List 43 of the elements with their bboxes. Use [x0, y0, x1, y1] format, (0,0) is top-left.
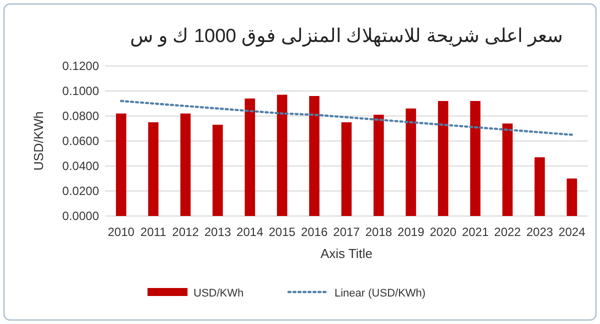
y-tick-label: 0.0200: [62, 184, 100, 198]
y-tick-label: 0.0600: [62, 134, 100, 148]
x-tick-label: 2017: [333, 225, 360, 239]
y-tick-label: 0.0400: [62, 159, 100, 173]
bar: [341, 122, 352, 216]
bar: [374, 114, 384, 216]
y-tick-label: 0.0800: [62, 109, 100, 123]
legend-label: USD/KWh: [194, 288, 244, 300]
y-tick-label: 0.1000: [62, 84, 100, 98]
x-tick-label: 2014: [236, 225, 264, 239]
bar: [470, 101, 480, 216]
bar: [212, 124, 223, 216]
x-tick-label: 2010: [108, 225, 135, 239]
x-axis-title: Axis Title: [320, 246, 373, 261]
x-tick-label: 2023: [526, 225, 554, 239]
x-tick-label: 2022: [494, 225, 522, 239]
bar: [244, 98, 256, 216]
x-tick-label: 2018: [365, 225, 392, 239]
y-tick-label: 0.0000: [62, 209, 100, 223]
bar: [309, 96, 320, 216]
x-tick-label: 2016: [300, 225, 328, 239]
bar: [116, 114, 126, 216]
x-tick-label: 2021: [462, 225, 489, 239]
bar: [180, 114, 191, 216]
bar: [566, 178, 578, 216]
x-tick-label: 2012: [172, 225, 200, 239]
bar: [276, 94, 288, 216]
bar: [406, 108, 416, 216]
x-tick-label: 2020: [430, 225, 457, 239]
x-tick-label: 2013: [204, 225, 232, 239]
x-tick-label: 2019: [398, 225, 425, 239]
x-tick-label: 2024: [558, 225, 586, 239]
bar: [534, 157, 545, 216]
y-axis-title: USD/KWh: [31, 111, 46, 171]
x-tick-label: 2015: [268, 225, 296, 239]
bar: [438, 101, 448, 216]
bar: [502, 124, 513, 216]
x-tick-label: 2011: [140, 225, 167, 239]
chart-title: سعر اعلى شريحة للاستهلاك المنزلى فوق 1000 ك و س: [130, 26, 563, 47]
legend-label: Linear (USD/KWh): [334, 288, 426, 300]
y-tick-label: 0.1200: [62, 59, 100, 73]
line-series: [120, 100, 573, 136]
bar: [148, 122, 158, 216]
